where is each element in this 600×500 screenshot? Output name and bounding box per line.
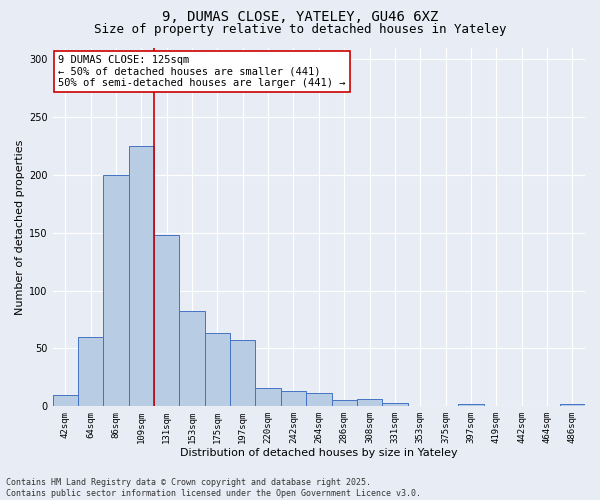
Bar [205,334,230,406]
Bar [281,391,306,406]
Text: Size of property relative to detached houses in Yateley: Size of property relative to detached ho… [94,22,506,36]
Bar [154,235,179,406]
X-axis label: Distribution of detached houses by size in Yateley: Distribution of detached houses by size … [180,448,458,458]
Bar [306,394,332,406]
Bar [53,394,78,406]
Text: 9 DUMAS CLOSE: 125sqm
← 50% of detached houses are smaller (441)
50% of semi-det: 9 DUMAS CLOSE: 125sqm ← 50% of detached … [58,54,346,88]
Bar [103,175,129,406]
Bar [357,400,382,406]
Bar [179,312,205,406]
Bar [230,340,256,406]
Bar [458,404,484,406]
Bar [382,403,407,406]
Bar [560,404,585,406]
Bar [256,388,281,406]
Text: Contains HM Land Registry data © Crown copyright and database right 2025.
Contai: Contains HM Land Registry data © Crown c… [6,478,421,498]
Text: 9, DUMAS CLOSE, YATELEY, GU46 6XZ: 9, DUMAS CLOSE, YATELEY, GU46 6XZ [162,10,438,24]
Y-axis label: Number of detached properties: Number of detached properties [15,139,25,314]
Bar [129,146,154,406]
Bar [332,400,357,406]
Bar [78,337,103,406]
